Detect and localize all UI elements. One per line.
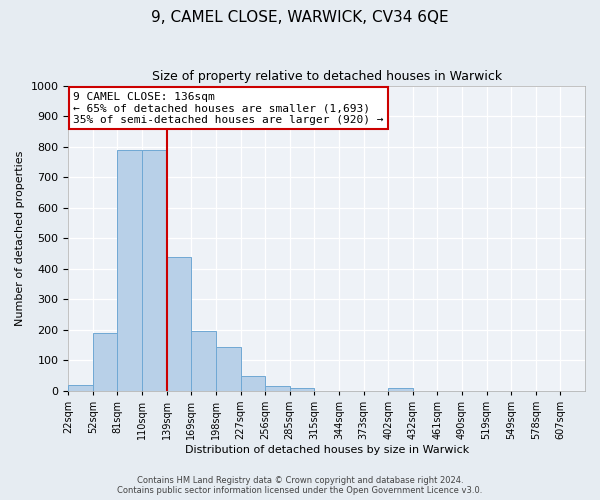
Bar [167,256,191,391]
Bar [191,332,216,391]
Bar [68,385,93,391]
Bar [388,388,413,391]
Bar [290,388,314,391]
Text: 9, CAMEL CLOSE, WARWICK, CV34 6QE: 9, CAMEL CLOSE, WARWICK, CV34 6QE [151,10,449,25]
Title: Size of property relative to detached houses in Warwick: Size of property relative to detached ho… [152,70,502,83]
Bar [142,150,167,391]
Bar [265,386,290,391]
Text: 9 CAMEL CLOSE: 136sqm
← 65% of detached houses are smaller (1,693)
35% of semi-d: 9 CAMEL CLOSE: 136sqm ← 65% of detached … [73,92,384,125]
Y-axis label: Number of detached properties: Number of detached properties [15,150,25,326]
Text: Contains HM Land Registry data © Crown copyright and database right 2024.
Contai: Contains HM Land Registry data © Crown c… [118,476,482,495]
Bar [216,346,241,391]
X-axis label: Distribution of detached houses by size in Warwick: Distribution of detached houses by size … [185,445,469,455]
Bar [118,150,142,391]
Bar [241,376,265,391]
Bar [93,333,118,391]
